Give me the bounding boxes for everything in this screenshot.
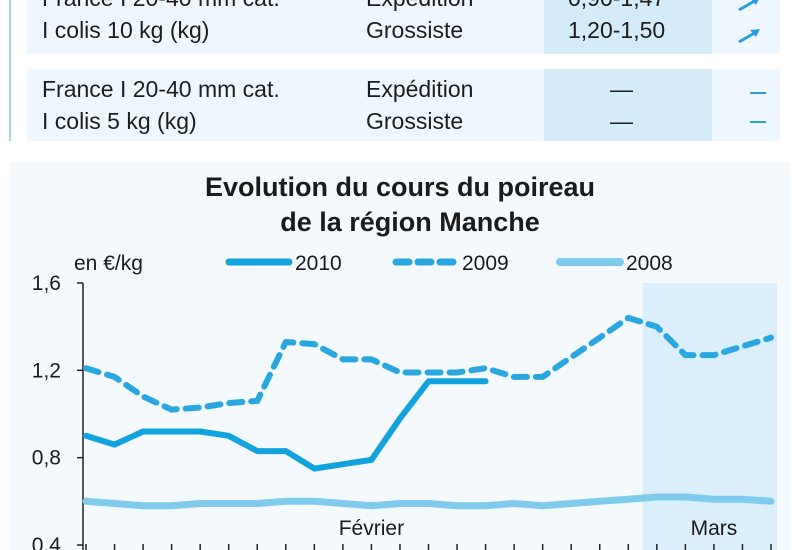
product-label-line2: I colis 10 kg (kg)	[42, 17, 210, 43]
x-month-label: Mars	[691, 517, 738, 540]
price-value: —	[610, 76, 633, 102]
dash-icon	[750, 92, 766, 94]
product-label-line1: France I 20-40 mm cat.	[42, 76, 280, 102]
table-row	[27, 0, 780, 54]
price-column-bg	[544, 0, 712, 54]
price-value: 0,90-1,47	[568, 0, 665, 14]
up-arrow-icon	[738, 29, 760, 44]
stage-label: Grossiste	[366, 108, 464, 134]
y-tick-label: 1,2	[32, 359, 61, 382]
price-table: France I 20-40 mm cat. I colis 10 kg (kg…	[0, 0, 800, 150]
stage-label: Grossiste	[366, 17, 464, 43]
table-row	[27, 69, 780, 141]
chart-title-line2: de la région Manche	[280, 207, 540, 237]
y-tick-label: 0,8	[32, 447, 61, 470]
dash-icon	[750, 121, 766, 123]
x-month-label: Février	[339, 517, 404, 540]
table-left-rule	[9, 0, 11, 141]
y-tick-label: 1,6	[32, 272, 61, 295]
chart-title-line1: Evolution du cours du poireau	[204, 172, 595, 202]
price-value: —	[610, 108, 633, 134]
product-label-line2: I colis 5 kg (kg)	[42, 108, 197, 134]
up-arrow-icon	[738, 0, 759, 12]
price-value: 1,20-1,50	[568, 17, 666, 43]
unit-label: en €/kg	[74, 252, 143, 275]
stage-label: Expédition	[366, 0, 473, 14]
legend-label-2009: 2009	[462, 252, 509, 275]
legend-label-2010: 2010	[295, 252, 342, 275]
product-label-line1: France I 20-40 mm cat.	[42, 0, 280, 14]
stage-label: Expédition	[366, 76, 474, 102]
price-column-bg	[544, 69, 712, 141]
legend-label-2008: 2008	[626, 252, 673, 275]
month-highlight-band	[642, 283, 777, 550]
y-tick-label: 0,4	[32, 534, 62, 550]
